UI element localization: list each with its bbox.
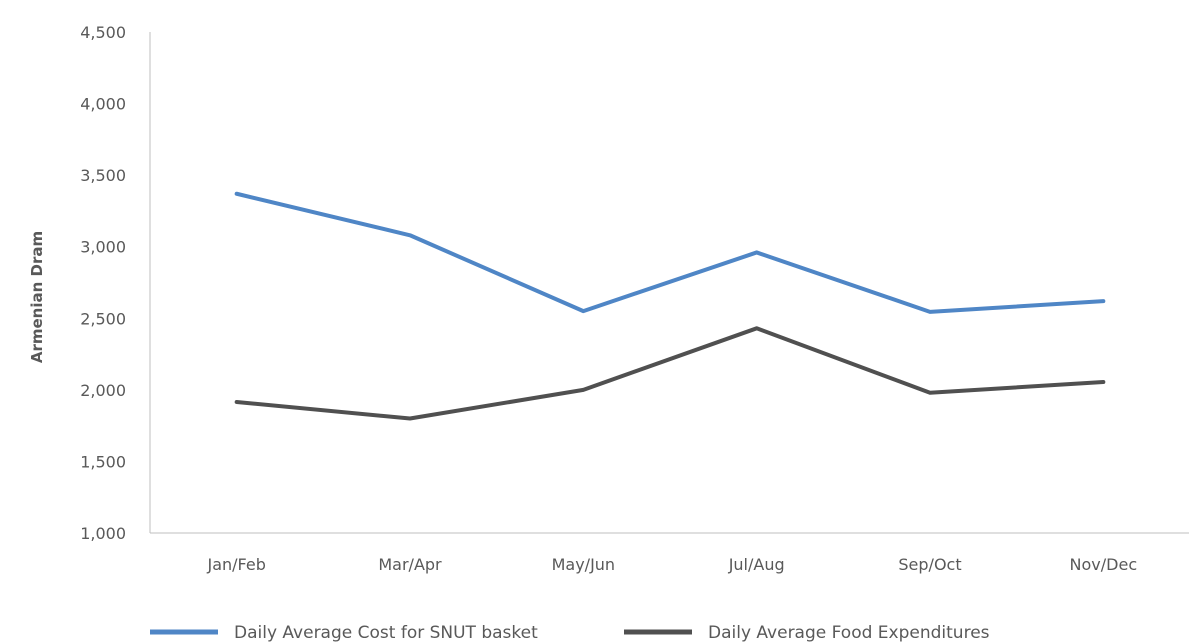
y-axis-ticks: 1,000 1,500 2,000 2,500 3,000 3,500 4,000 4,500	[80, 23, 126, 543]
x-tick-label: Nov/Dec	[1070, 555, 1138, 574]
y-axis-title-group: Armenian Dram	[28, 231, 46, 363]
y-tick-label: 2,000	[80, 381, 126, 400]
series-line-2	[234, 326, 1106, 421]
x-tick-label: Mar/Apr	[378, 555, 442, 574]
y-tick-label: 3,500	[80, 166, 126, 185]
series-line-1	[234, 191, 1106, 314]
x-tick-label: Sep/Oct	[898, 555, 961, 574]
series-lines	[234, 191, 1106, 421]
y-tick-label: 2,500	[80, 309, 126, 328]
y-axis-title: Armenian Dram	[28, 231, 46, 363]
y-tick-label: 4,500	[80, 23, 126, 42]
x-tick-label: Jan/Feb	[206, 555, 265, 574]
legend-label-1: Daily Average Cost for SNUT basket	[234, 623, 538, 643]
y-tick-label: 3,000	[80, 238, 126, 257]
x-tick-label: May/Jun	[552, 555, 615, 574]
x-axis-ticks: Jan/Feb Mar/Apr May/Jun Jul/Aug Sep/Oct Nov/D…	[206, 555, 1137, 574]
legend-label-2: Daily Average Food Expenditures	[708, 623, 990, 643]
y-tick-label: 1,000	[80, 524, 126, 543]
x-tick-label: Jul/Aug	[728, 555, 785, 574]
axes	[149, 32, 1189, 534]
legend: Daily Average Cost for SNUT basket Daily …	[150, 623, 990, 643]
y-tick-label: 1,500	[80, 452, 126, 471]
y-tick-label: 4,000	[80, 95, 126, 114]
